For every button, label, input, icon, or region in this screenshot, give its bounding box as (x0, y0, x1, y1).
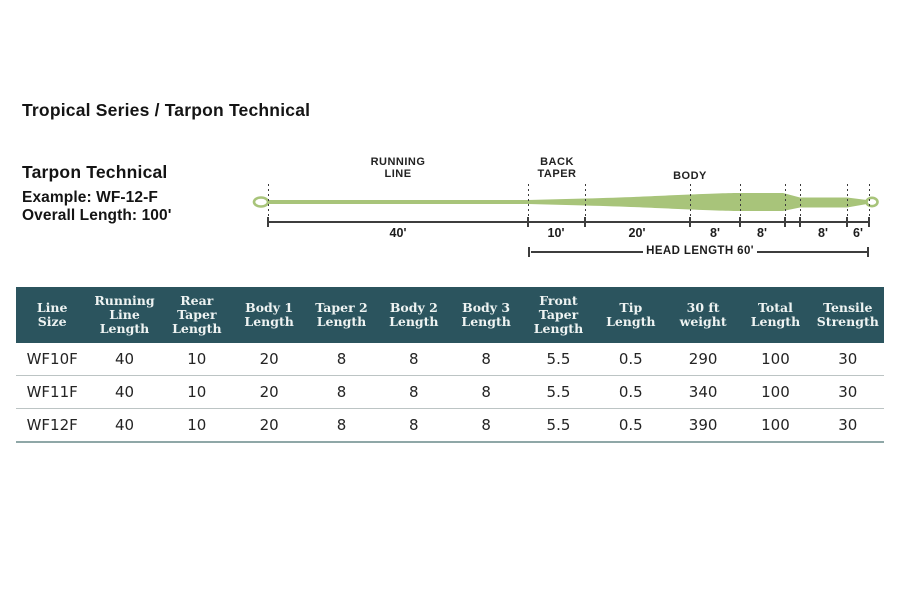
taper-boundary-dash (528, 184, 529, 218)
head-length-label: HEAD LENGTH 60' (646, 245, 754, 257)
cell: 290 (666, 343, 740, 376)
scale-tick (689, 217, 691, 227)
cell: 100 (739, 343, 812, 376)
cell: 20 (232, 408, 306, 443)
cell: 8 (305, 408, 378, 443)
col-header-total-length: Total Length (739, 287, 812, 343)
label-body: BODY (673, 169, 707, 182)
taper-boundary-dash (740, 184, 741, 218)
col-header-body2-length: Body 2 Length (377, 287, 450, 343)
cell: 10 (160, 343, 233, 376)
segment-length-label: 20' (628, 226, 646, 240)
taper-boundary-dash (785, 184, 786, 218)
cell: 0.5 (594, 408, 667, 443)
scale-tick (846, 217, 848, 227)
cell: 8 (377, 375, 450, 409)
taper-boundary-dash (869, 184, 870, 218)
cell: 8 (377, 408, 450, 443)
head-length-line (757, 251, 867, 253)
cell: WF10F (16, 343, 89, 376)
col-header-rear-taper-length: Rear Taper Length (160, 287, 233, 343)
cell: 5.5 (522, 408, 595, 443)
head-length-line (531, 251, 643, 253)
cell: 100 (739, 375, 812, 409)
cell: 40 (88, 343, 161, 376)
cell: 10 (160, 375, 233, 409)
cell: WF12F (16, 408, 89, 443)
cell: 20 (232, 375, 306, 409)
cell: 5.5 (522, 343, 595, 376)
table-row-wf10f: WF10F 40 10 20 8 8 8 5.5 0.5 290 100 30 (16, 343, 884, 376)
spec-table: Line Size Running Line Length Rear Taper… (16, 287, 884, 443)
cell: 8 (449, 343, 523, 376)
cell: 30 (811, 375, 884, 409)
head-length-tick (528, 247, 530, 257)
col-header-taper2-length: Taper 2 Length (305, 287, 378, 343)
segment-length-label: 8' (710, 226, 720, 240)
line-profile-shape (268, 193, 867, 211)
product-title: Tarpon Technical (22, 162, 168, 182)
cell: 390 (666, 408, 740, 443)
segment-length-label: 8' (757, 226, 767, 240)
cell: 40 (88, 375, 161, 409)
segment-length-label: 10' (547, 226, 565, 240)
breadcrumb: Tropical Series / Tarpon Technical (22, 100, 311, 120)
segment-length-label: 6' (853, 226, 863, 240)
cell: 30 (811, 343, 884, 376)
table-row-wf12f: WF12F 40 10 20 8 8 8 5.5 0.5 390 100 30 (16, 408, 884, 443)
col-header-body1-length: Body 1 Length (232, 287, 306, 343)
taper-boundary-dash (847, 184, 848, 218)
col-header-tensile-strength: Tensile Strength (811, 287, 884, 343)
cell: 8 (449, 375, 523, 409)
cell: 8 (305, 343, 378, 376)
cell: 8 (377, 343, 450, 376)
col-header-body3-length: Body 3 Length (449, 287, 523, 343)
cell: 8 (305, 375, 378, 409)
taper-boundary-dash (690, 184, 691, 218)
scale-tick (527, 217, 529, 227)
scale-tick (868, 217, 870, 227)
label-running-line: RUNNING LINE (370, 156, 426, 180)
cell: 340 (666, 375, 740, 409)
scale-tick (784, 217, 786, 227)
taper-boundary-dash (800, 184, 801, 218)
cell: 0.5 (594, 343, 667, 376)
cell: 30 (811, 408, 884, 443)
col-header-front-taper-length: Front Taper Length (522, 287, 595, 343)
line-loop-left (252, 196, 270, 208)
label-back-taper: BACK TAPER (537, 156, 577, 180)
segment-length-label: 40' (389, 226, 407, 240)
scale-tick (799, 217, 801, 227)
product-example: Example: WF-12-F (22, 189, 158, 206)
cell: WF11F (16, 375, 89, 409)
taper-boundary-dash (585, 184, 586, 218)
col-header-30ft-weight: 30 ft weight (666, 287, 740, 343)
taper-boundary-dash (268, 184, 269, 218)
head-length-tick (867, 247, 869, 257)
cell: 100 (739, 408, 812, 443)
cell: 5.5 (522, 375, 595, 409)
col-header-tip-length: Tip Length (594, 287, 667, 343)
col-header-line-size: Line Size (16, 287, 89, 343)
cell: 10 (160, 408, 233, 443)
scale-tick (584, 217, 586, 227)
segment-length-label: 8' (818, 226, 828, 240)
scale-tick (267, 217, 269, 227)
cell: 0.5 (594, 375, 667, 409)
table-row-wf11f: WF11F 40 10 20 8 8 8 5.5 0.5 340 100 30 (16, 375, 884, 409)
measure-scale-line (268, 221, 870, 223)
spec-table-header-row: Line Size Running Line Length Rear Taper… (16, 287, 884, 343)
cell: 8 (449, 408, 523, 443)
cell: 20 (232, 343, 306, 376)
col-header-running-line-length: Running Line Length (88, 287, 161, 343)
product-overall-length: Overall Length: 100' (22, 207, 172, 224)
cell: 40 (88, 408, 161, 443)
scale-tick (739, 217, 741, 227)
